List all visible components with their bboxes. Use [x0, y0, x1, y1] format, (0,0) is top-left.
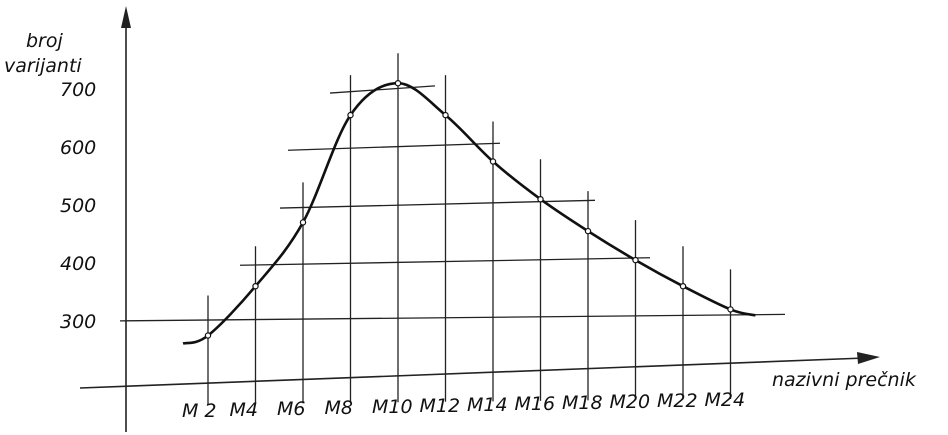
data-point-10: [679, 283, 687, 290]
x-axis-arrow-icon: [857, 352, 880, 364]
x-axis-title: nazivni prečnik: [772, 369, 917, 391]
x-tick-label: M24: [705, 389, 746, 411]
x-tick-label: M14: [467, 394, 508, 416]
data-point-4: [394, 79, 402, 87]
y-tick-labels: 300 400 500 600 700: [60, 79, 96, 333]
x-tick-label: M18: [562, 392, 603, 414]
data-point-6: [489, 158, 497, 165]
series-line: [182, 81, 756, 345]
x-tick-label: M20: [610, 391, 651, 413]
grid-lines: [119, 53, 786, 405]
x-tick-label: M6: [277, 398, 305, 420]
grid-horizontal-600: [287, 142, 501, 151]
x-tick-label: M10: [372, 396, 413, 418]
y-tick-label: 500: [60, 195, 96, 217]
x-tick-labels: M 2 M4 M6 M8 M10 M12 M14 M16 M18 M20 M22 M24: [182, 389, 745, 422]
x-tick-label: M 2: [182, 400, 217, 422]
data-curve: [182, 81, 756, 345]
y-tick-label: 700: [60, 79, 96, 101]
y-axis-title-line1: broj: [26, 30, 63, 52]
data-point-3: [347, 111, 354, 119]
x-axis: [79, 357, 866, 389]
x-tick-label: M22: [657, 390, 698, 412]
y-tick-label: 600: [60, 137, 96, 159]
x-tick-label: M4: [230, 399, 258, 421]
y-axis-arrow-icon: [121, 6, 131, 28]
x-tick-label: M8: [325, 397, 353, 419]
data-point-2: [299, 219, 307, 226]
data-points: [204, 79, 734, 339]
data-point-0: [204, 332, 212, 339]
grid-horizontal-700: [329, 85, 436, 94]
data-point-11: [727, 306, 734, 313]
grid-horizontal-400: [239, 257, 651, 266]
x-tick-label: M16: [515, 393, 556, 415]
y-axis-title-line2: varijanti: [4, 55, 82, 77]
y-tick-label: 400: [60, 253, 96, 275]
data-point-5: [442, 111, 449, 119]
data-point-7: [537, 195, 544, 203]
data-point-9: [632, 256, 639, 264]
data-point-1: [252, 283, 259, 290]
axes: [79, 6, 880, 432]
data-point-8: [584, 227, 592, 235]
y-tick-label: 300: [60, 311, 96, 333]
x-tick-label: M12: [420, 395, 461, 417]
grid-horizontal-300: [119, 313, 786, 322]
